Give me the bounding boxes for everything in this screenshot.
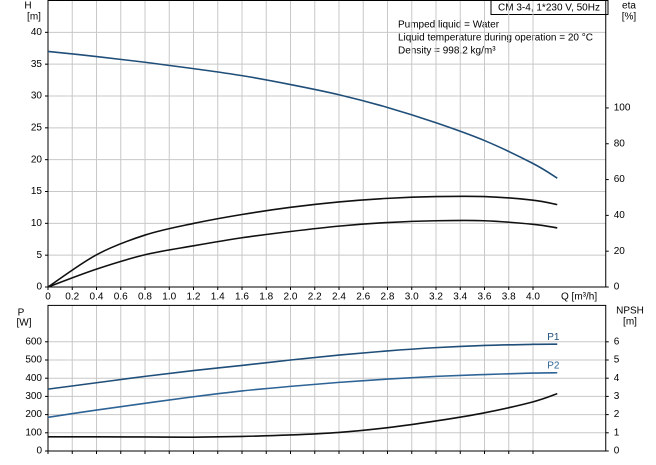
x-axis-label: Q [m³/h] — [561, 292, 597, 303]
x-tick-label: 3.0 — [405, 292, 419, 303]
chart-title: CM 3-4, 1*230 V, 50Hz — [498, 3, 600, 14]
x-tick-label: 0.8 — [138, 292, 152, 303]
y-axis-label: P — [18, 308, 25, 319]
series-label: P2 — [547, 360, 560, 371]
y-tick-label: 500 — [25, 355, 42, 366]
plot-frame — [47, 0, 607, 288]
annotation: Liquid temperature during operation = 20… — [398, 33, 593, 44]
y-tick-label: 20 — [31, 154, 43, 165]
annotation: Density = 998.2 kg/m³ — [398, 46, 496, 57]
plot-frame — [47, 304, 607, 452]
y-tick-label: 600 — [25, 336, 42, 347]
y-axis-unit: [m] — [27, 12, 41, 23]
y-tick-label: 30 — [31, 91, 43, 102]
x-tick-label: 1.4 — [211, 292, 225, 303]
y-tick-label: 0 — [36, 282, 42, 293]
y2-axis-label: eta — [622, 1, 636, 12]
x-tick-label: 0.4 — [90, 292, 104, 303]
x-tick-label: 3.4 — [453, 292, 467, 303]
y2-tick-label: 6 — [614, 336, 620, 347]
x-tick-label: 2.8 — [381, 292, 395, 303]
y-tick-label: 0 — [36, 446, 42, 457]
y2-tick-label: 2 — [614, 409, 620, 420]
annotation: Pumped liquid = Water — [398, 20, 500, 31]
y2-tick-label: 4 — [614, 373, 620, 384]
y2-tick-label: 0 — [614, 446, 620, 457]
x-tick-label: 0 — [45, 292, 51, 303]
x-tick-label: 4.0 — [526, 292, 540, 303]
y2-tick-label: 5 — [614, 355, 620, 366]
y-tick-label: 400 — [25, 373, 42, 384]
y2-tick-label: 3 — [614, 391, 620, 402]
x-tick-label: 2.2 — [308, 292, 322, 303]
y2-tick-label: 1 — [614, 427, 620, 438]
y2-tick-label: 40 — [614, 210, 626, 221]
y-tick-label: 300 — [25, 391, 42, 402]
curve — [47, 219, 558, 288]
y2-axis-unit: [m] — [623, 317, 637, 328]
y2-tick-label: 60 — [614, 174, 626, 185]
curve — [47, 343, 558, 390]
x-tick-label: 1.8 — [259, 292, 273, 303]
y-tick-label: 100 — [25, 427, 42, 438]
curve — [47, 392, 558, 438]
x-tick-label: 3.8 — [502, 292, 516, 303]
x-tick-label: 0.2 — [65, 292, 79, 303]
x-tick-label: 2.6 — [356, 292, 370, 303]
x-tick-label: 3.2 — [429, 292, 443, 303]
y-axis-label: H — [24, 1, 31, 12]
x-tick-label: 2.4 — [332, 292, 346, 303]
y-tick-label: 35 — [31, 59, 43, 70]
curve — [47, 371, 558, 419]
x-tick-label: 3.6 — [478, 292, 492, 303]
y-tick-label: 25 — [31, 122, 43, 133]
y-tick-label: 5 — [36, 250, 42, 261]
y2-tick-label: 80 — [614, 138, 626, 149]
curve — [47, 50, 558, 179]
x-tick-label: 2.0 — [284, 292, 298, 303]
y2-tick-label: 100 — [614, 103, 631, 114]
x-tick-label: 1.0 — [162, 292, 176, 303]
y2-tick-label: 20 — [614, 246, 626, 257]
x-tick-label: 1.6 — [235, 292, 249, 303]
series-label: P1 — [547, 332, 560, 343]
y2-tick-label: 0 — [614, 282, 620, 293]
x-tick-label: 1.2 — [187, 292, 201, 303]
y-tick-label: 200 — [25, 409, 42, 420]
x-tick-label: 0.6 — [114, 292, 128, 303]
y-axis-unit: [W] — [17, 318, 32, 329]
y-tick-label: 40 — [31, 27, 43, 38]
y-tick-label: 15 — [31, 186, 43, 197]
curve — [47, 195, 558, 288]
y2-axis-label: NPSH — [616, 306, 644, 317]
y-tick-label: 10 — [31, 218, 43, 229]
y2-axis-unit: [%] — [622, 12, 637, 23]
